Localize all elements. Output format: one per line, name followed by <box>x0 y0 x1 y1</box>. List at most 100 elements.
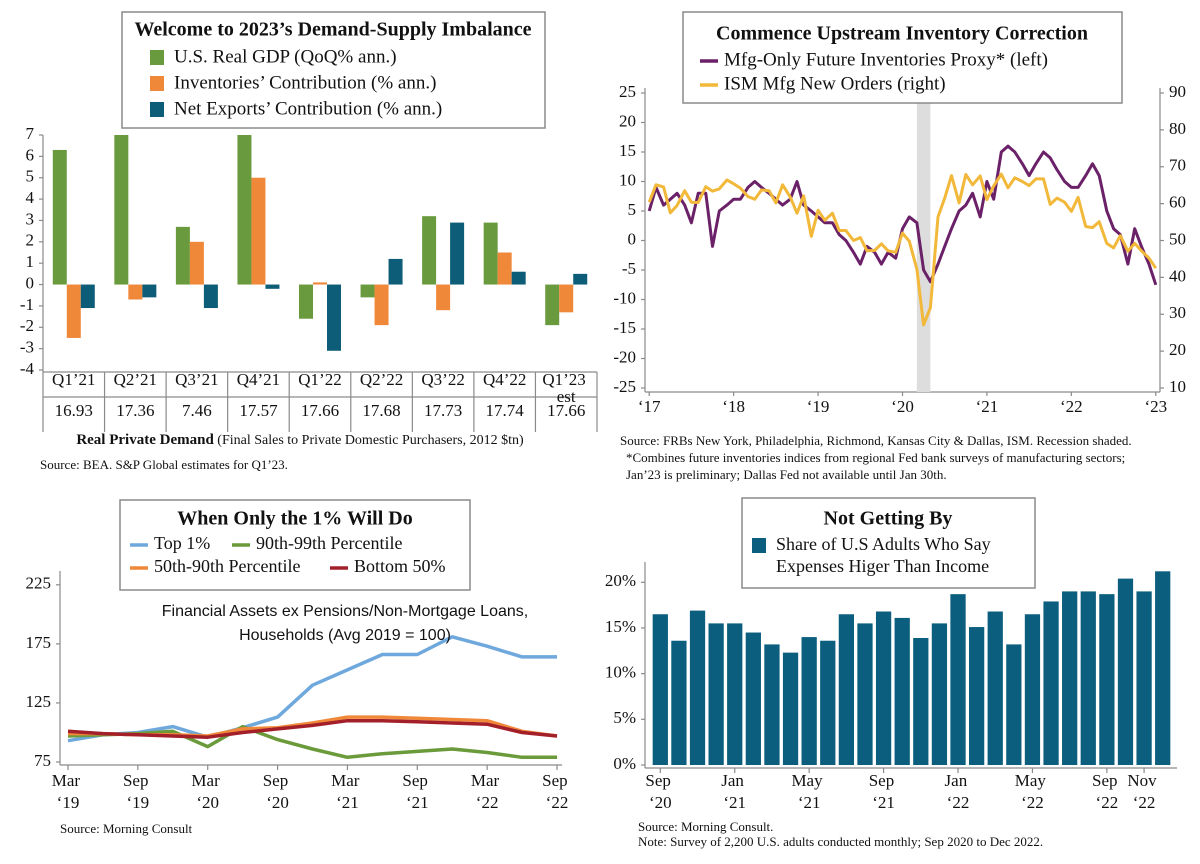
y-tick-label: 7 <box>26 124 35 143</box>
bar <box>203 284 218 309</box>
y-tick-label: 0% <box>613 754 636 773</box>
bar <box>142 284 157 298</box>
caption-bold: Real Private Demand <box>76 432 214 448</box>
annotation: Households (Avg 2019 = 100) <box>239 627 451 644</box>
legend-swatch <box>752 538 766 553</box>
x-tick-label: ‘21 <box>976 397 999 416</box>
bar <box>857 623 873 765</box>
y-tick-label: -5 <box>622 259 636 278</box>
x-tick-label: ‘17 <box>638 397 661 416</box>
y2-tick-label: 80 <box>1169 119 1186 138</box>
legend-label: Top 1% <box>154 533 210 553</box>
bar <box>573 273 588 285</box>
x-tick-label: Q1’21 <box>52 370 95 389</box>
y-tick-label: -25 <box>613 377 636 396</box>
row-value: 17.66 <box>547 401 585 420</box>
y-tick-label: 175 <box>26 633 52 652</box>
bar <box>708 623 724 765</box>
bar <box>52 149 67 285</box>
legend-label: Share of U.S Adults Who Say Expenses Hig… <box>776 534 995 576</box>
line-series <box>67 724 557 760</box>
x-tick-label: Nov ‘22 <box>1127 771 1161 812</box>
legend-label: Inventories’ Contribution (% ann.) <box>174 72 436 93</box>
y-tick-label: -2 <box>20 316 34 335</box>
x-tick-label: Q1’22 <box>298 370 341 389</box>
bar <box>511 271 526 285</box>
bar <box>1080 591 1096 765</box>
bar <box>1136 591 1152 765</box>
y2-tick-label: 90 <box>1169 82 1186 101</box>
legend-label: 90th-99th Percentile <box>256 533 402 553</box>
row-value: 17.36 <box>116 401 154 420</box>
legend-box <box>741 497 1036 589</box>
y-tick-label: 20% <box>605 571 636 590</box>
legend-swatch <box>150 76 164 91</box>
caption: Real Private Demand (Final Sales to Priv… <box>76 432 524 448</box>
bar <box>727 623 743 765</box>
bar <box>360 284 375 298</box>
y-tick-label: 1 <box>26 252 35 271</box>
bar <box>545 284 560 326</box>
y2-tick-label: 50 <box>1169 229 1186 248</box>
y2-tick-label: 10 <box>1169 377 1186 396</box>
bar <box>931 623 948 765</box>
x-tick-label: Sep ‘20 <box>645 771 675 812</box>
y-tick-label: 0 <box>628 229 637 248</box>
y-tick-label: 0 <box>26 273 35 292</box>
row-value: 7.46 <box>182 401 212 420</box>
legend-label: 50th-90th Percentile <box>154 556 300 576</box>
x-tick-label: Sep ‘19 <box>123 771 153 812</box>
bar <box>913 638 929 765</box>
x-tick-label: Q4’22 <box>483 370 526 389</box>
bar <box>189 241 204 285</box>
bar <box>559 284 574 313</box>
y-tick-label: 10 <box>619 170 636 189</box>
y-tick-label: 3 <box>26 209 35 228</box>
row-value: 16.93 <box>55 401 93 420</box>
x-tick-label: Jan ‘22 <box>945 771 972 812</box>
y-tick-label: 6 <box>26 145 35 164</box>
row-value: 17.73 <box>424 401 462 420</box>
bar <box>66 284 81 338</box>
legend-label: U.S. Real GDP (QoQ% ann.) <box>174 46 397 67</box>
y-tick-label: 15 <box>619 141 636 160</box>
bar <box>1006 644 1022 765</box>
bar <box>968 627 985 765</box>
y-tick-label: 10% <box>605 663 636 682</box>
legend-label: Net Exports’ Contribution (% ann.) <box>174 98 442 119</box>
bar <box>265 284 280 289</box>
legend-swatch <box>150 50 164 65</box>
y-tick-label: 5 <box>628 200 637 219</box>
chart-title: Welcome to 2023’s Demand-Supply Imbalanc… <box>134 19 531 41</box>
y2-tick-label: 40 <box>1169 266 1186 285</box>
y-tick-label: 125 <box>26 692 52 711</box>
x-tick-label: Sep ‘21 <box>869 771 899 812</box>
x-tick-label: Q2’21 <box>114 370 157 389</box>
legend-label: Bottom 50% <box>354 556 446 576</box>
source-note: *Combines future inventories indices fro… <box>626 450 1125 465</box>
y-tick-label: 20 <box>619 111 636 130</box>
y-tick-label: 25 <box>619 82 636 101</box>
bar <box>1117 578 1134 765</box>
y2-tick-label: 70 <box>1169 156 1186 175</box>
bar <box>483 222 498 285</box>
bar <box>450 222 465 285</box>
x-tick-label: Q3’21 <box>175 370 218 389</box>
legend-box <box>121 11 546 129</box>
row-value: 17.66 <box>301 401 339 420</box>
bar <box>388 258 403 285</box>
source-note: Source: BEA. S&P Global estimates for Q1… <box>40 457 288 472</box>
x-tick-label: Q3’22 <box>421 370 464 389</box>
y-tick-label: 5 <box>26 167 35 186</box>
source-note: Note: Survey of 2,200 U.S. adults conduc… <box>638 834 1043 849</box>
bar <box>652 614 668 765</box>
x-tick-label: ‘22 <box>1060 397 1083 416</box>
bar <box>1062 591 1078 765</box>
bar <box>327 284 341 351</box>
x-tick-label: ‘23 <box>1144 397 1167 416</box>
bar <box>764 644 780 765</box>
bar <box>950 594 966 765</box>
line-series <box>67 718 558 739</box>
y-tick-label: -3 <box>20 338 34 357</box>
